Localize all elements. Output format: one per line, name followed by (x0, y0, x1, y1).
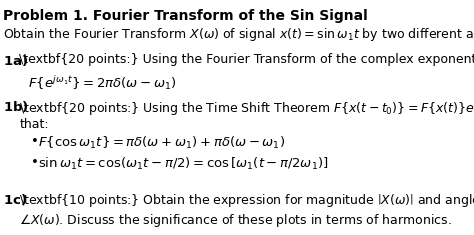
Text: $\mathbf{1a)}$: $\mathbf{1a)}$ (3, 53, 28, 68)
Text: \textbf{20 points:} Using the Fourier Transform of the complex exponential: \textbf{20 points:} Using the Fourier Tr… (19, 53, 474, 66)
Text: •: • (30, 135, 38, 148)
Text: Problem 1. Fourier Transform of the Sin Signal: Problem 1. Fourier Transform of the Sin … (3, 9, 368, 24)
Text: $\sin \omega_1 t = \cos(\omega_1 t - \pi/2) = \cos\left[\omega_1(t - \pi/2\omega: $\sin \omega_1 t = \cos(\omega_1 t - \pi… (37, 156, 328, 172)
Text: $F\left\{e^{j\omega_1 t}\right\} = 2\pi\delta(\omega - \omega_1)$: $F\left\{e^{j\omega_1 t}\right\} = 2\pi\… (27, 74, 176, 92)
Text: \textbf{20 points:} Using the Time Shift Theorem $F\left\{x(t-t_0)\right\} = F\l: \textbf{20 points:} Using the Time Shift… (19, 99, 474, 118)
Text: •: • (30, 156, 38, 169)
Text: that:: that: (19, 118, 49, 131)
Text: $\mathbf{1b)}$: $\mathbf{1b)}$ (3, 99, 29, 114)
Text: Obtain the Fourier Transform $X(\omega)$ of signal $x(t) = \sin \omega_1 t$ by t: Obtain the Fourier Transform $X(\omega)$… (3, 26, 474, 43)
Text: \textbf{10 points:} Obtain the expression for magnitude $\left|X(\omega)\right|$: \textbf{10 points:} Obtain the expressio… (19, 192, 474, 209)
Text: $F\left\{\cos \omega_1 t\right\} = \pi\delta(\omega+\omega_1) + \pi\delta(\omega: $F\left\{\cos \omega_1 t\right\} = \pi\d… (37, 135, 284, 151)
Text: $\angle X(\omega)$. Discuss the significance of these plots in terms of harmonic: $\angle X(\omega)$. Discuss the signific… (19, 212, 452, 229)
Text: $\mathbf{1c)}$: $\mathbf{1c)}$ (3, 192, 27, 207)
